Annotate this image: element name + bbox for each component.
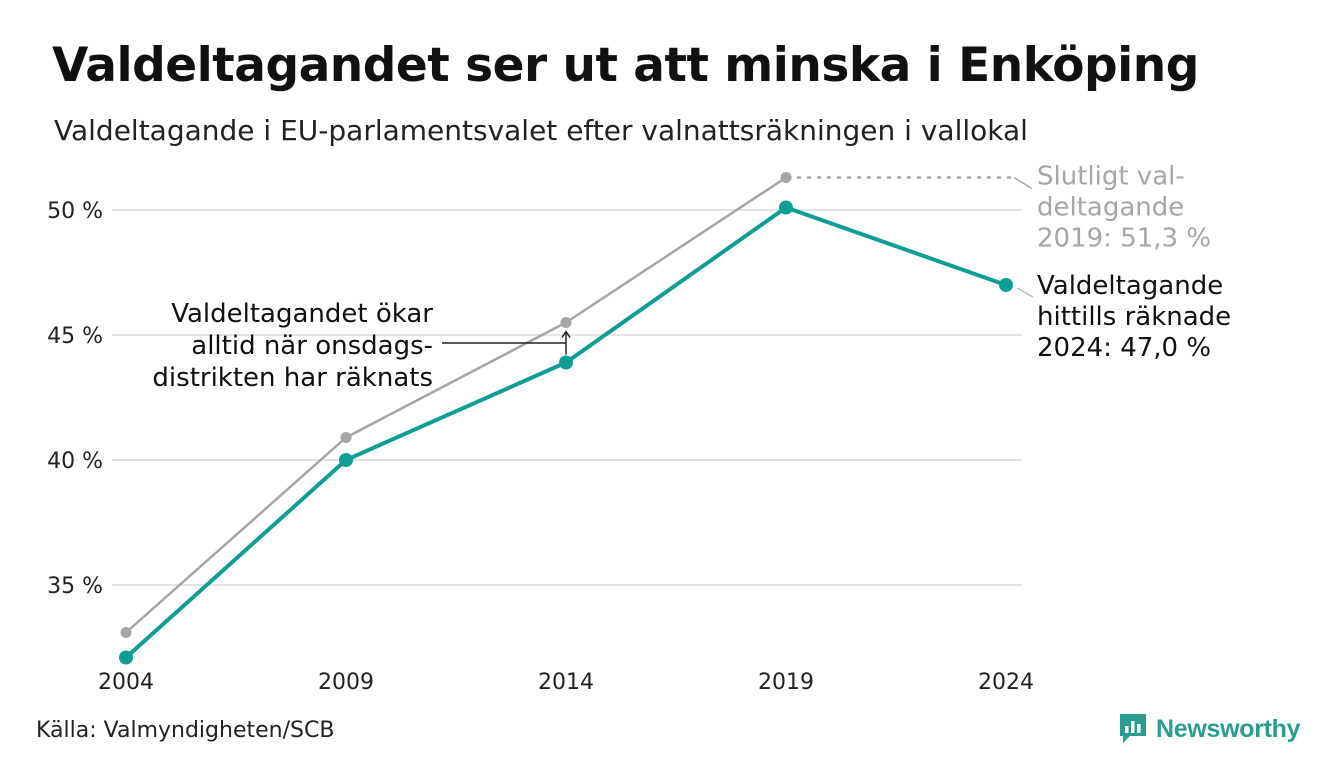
final-annotation-line: 2019: 51,3 % (1037, 224, 1211, 254)
counted-series-point (779, 200, 793, 215)
final-annotation: Slutligt val-deltagande 2019: 51,3 % (1037, 162, 1211, 254)
final-series-line (124, 176, 788, 634)
note-annotation-line: Valdeltagandet ökar (171, 299, 433, 329)
counted-series-line (124, 205, 1008, 660)
x-tick-label: 2009 (318, 670, 374, 695)
newsworthy-logo-icon (1120, 714, 1146, 743)
final-series-point (340, 432, 352, 443)
note-annotation-line: alltid när onsdags- (191, 331, 433, 361)
brand-name: Newsworthy (1156, 714, 1301, 743)
y-tick-label: 50 % (47, 199, 103, 224)
final-annotation-line: Slutligt val- (1037, 162, 1185, 192)
counted-annotation-line: Valdeltagande (1037, 271, 1223, 301)
y-tick-label: 45 % (47, 324, 103, 349)
y-tick-label: 40 % (47, 449, 103, 474)
x-tick-label: 2024 (978, 670, 1034, 695)
final-series-point (780, 172, 792, 183)
final-annotation-line: deltagande (1037, 193, 1184, 223)
x-tick-label: 2004 (98, 670, 154, 695)
note-annotation-line: distrikten har räknats (152, 363, 433, 393)
chart-subtitle: Valdeltagande i EU-parlamentsvalet efter… (54, 114, 1028, 147)
counted-series-point (999, 278, 1013, 292)
counted-annotation-line: 2024: 47,0 % (1037, 333, 1211, 363)
y-tick-label: 35 % (47, 574, 103, 599)
counted-leader-tick (1016, 287, 1034, 298)
counted-annotation-line: hittills räknade (1037, 302, 1231, 332)
x-tick-label: 2019 (758, 670, 814, 695)
counted-annotation: Valdeltagande hittills räknade 2024: 47,0 … (1037, 271, 1231, 363)
final-series-point (120, 627, 132, 638)
final-leader-tick (1013, 176, 1033, 190)
brand-logo[interactable]: Newsworthy (1118, 712, 1301, 746)
chart-title: Valdeltagandet ser ut att minska i Enköp… (52, 38, 1199, 93)
counted-series-point (119, 650, 133, 665)
counted-series-point (559, 355, 573, 370)
note-arrowhead (561, 330, 571, 338)
x-tick-label: 2014 (538, 670, 594, 695)
counted-series-point (339, 453, 353, 467)
final-series-point (560, 317, 572, 328)
source-note: Källa: Valmyndigheten/SCB (36, 718, 335, 743)
note-annotation: Valdeltagandet ökar alltid när onsdags-di… (152, 299, 433, 393)
